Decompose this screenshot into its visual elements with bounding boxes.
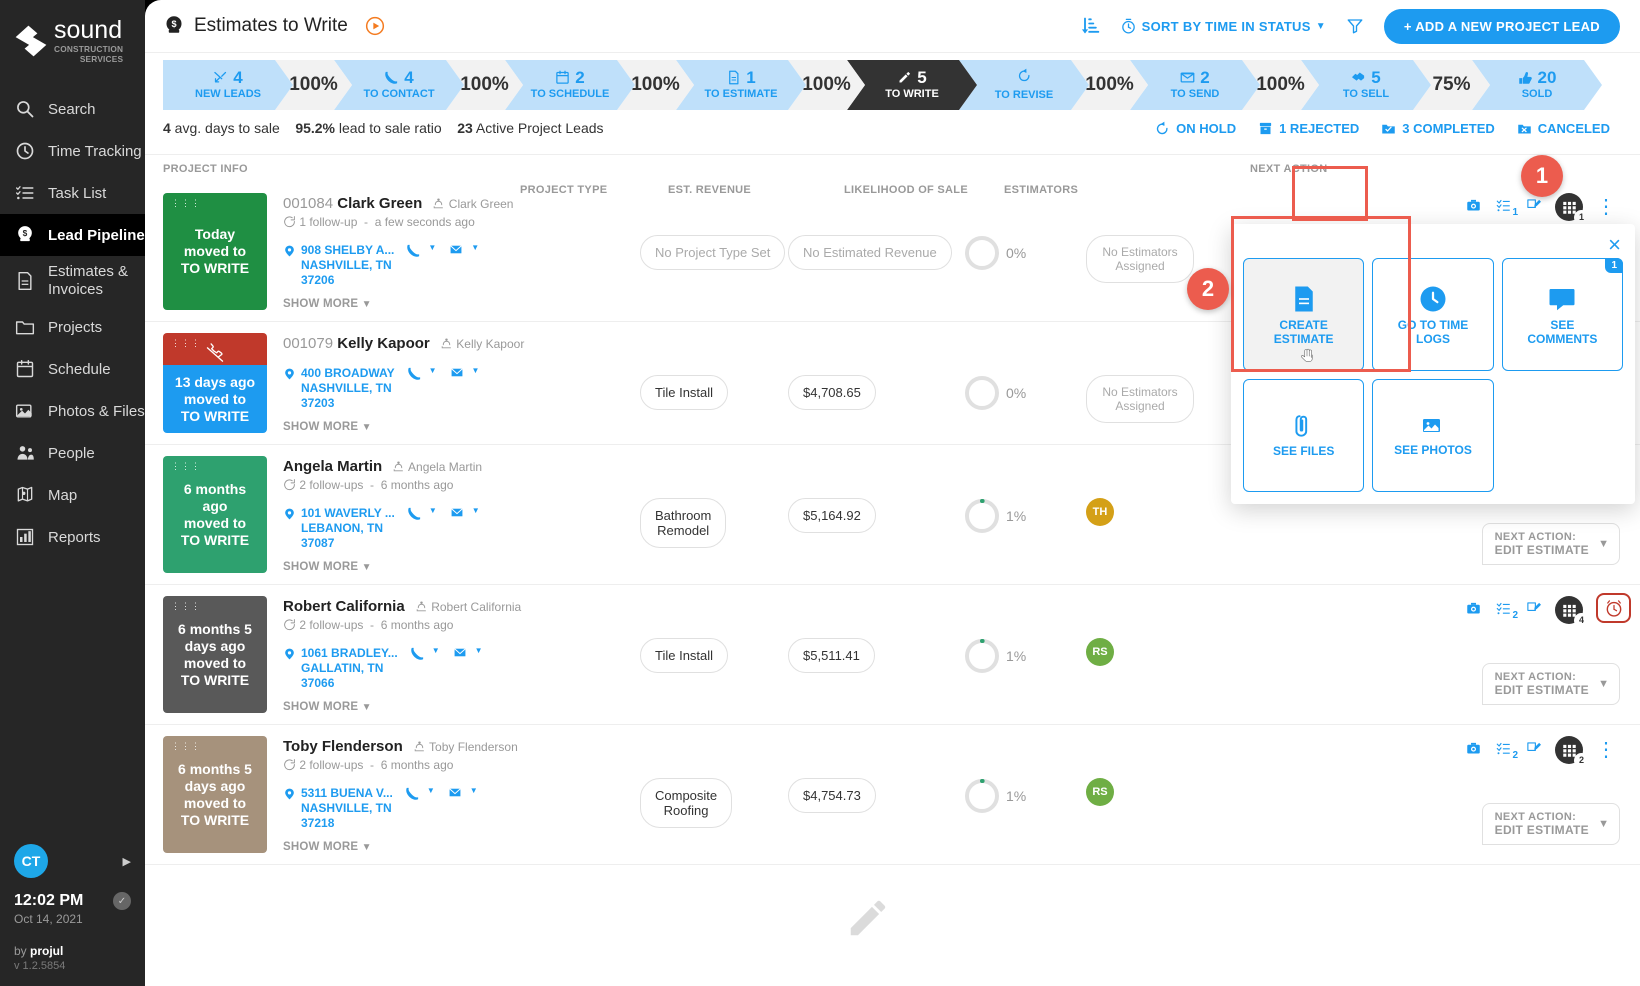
svg-text:$: $ — [171, 19, 176, 29]
svg-text:$: $ — [23, 228, 28, 238]
